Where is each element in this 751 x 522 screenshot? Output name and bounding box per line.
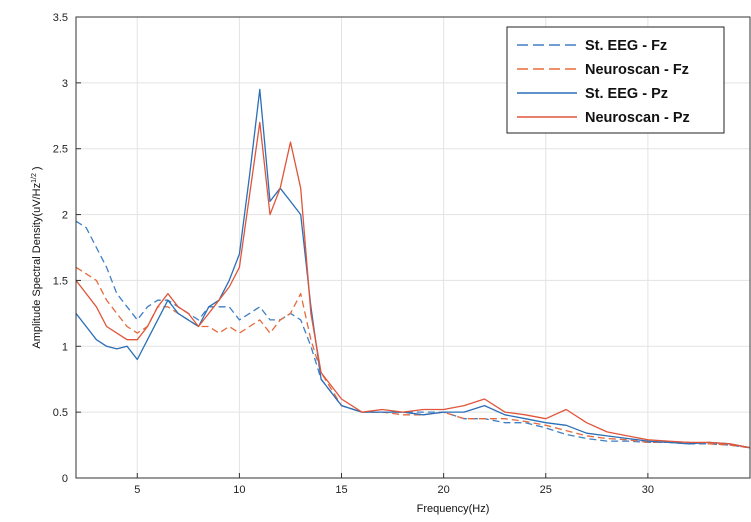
series-line-4 — [76, 121, 750, 449]
y-tick-label: 1 — [62, 341, 68, 353]
series-lines — [76, 88, 750, 449]
y-tick-label: 1.5 — [53, 275, 68, 287]
x-tick-label: 5 — [134, 484, 140, 496]
x-tick-label: 15 — [335, 484, 347, 496]
x-tick-label: 10 — [233, 484, 245, 496]
series-line-2 — [76, 266, 750, 449]
series-line-1 — [76, 220, 750, 449]
y-axis-label-superscript: 1/2 — [31, 173, 38, 183]
legend-label: Neuroscan - Fz — [585, 62, 689, 78]
y-tick-label: 2.5 — [53, 144, 68, 156]
y-tick-label: 0 — [62, 473, 68, 485]
y-axis-label: Amplitude Spectral Density(uV/Hz1/2 ) — [31, 166, 43, 348]
x-tick-label: 20 — [438, 484, 450, 496]
y-tick-label: 3.5 — [53, 12, 68, 24]
y-axis-label-close: ) — [31, 166, 43, 173]
legend-label: St. EEG - Fz — [585, 38, 667, 54]
x-tick-labels: 5 10 15 20 25 30 — [134, 473, 654, 496]
legend-label: Neuroscan - Pz — [585, 110, 690, 126]
y-tick-labels: 0 0.5 1 1.5 2 2.5 3 3.5 — [53, 12, 81, 485]
y-tick-label: 0.5 — [53, 407, 68, 419]
y-tick-label: 2 — [62, 210, 68, 222]
x-tick-label: 30 — [642, 484, 654, 496]
x-axis-label: Frequency(Hz) — [417, 503, 490, 515]
x-tick-label: 25 — [540, 484, 552, 496]
series-line-3 — [76, 88, 750, 449]
plot-frame — [75, 16, 751, 479]
legend-label: St. EEG - Pz — [585, 86, 668, 102]
y-tick-label: 3 — [62, 78, 68, 90]
legend: St. EEG - Fz Neuroscan - Fz St. EEG - Pz Ne… — [506, 26, 725, 134]
y-axis-label-main: Amplitude Spectral Density(uV/Hz — [31, 183, 43, 349]
